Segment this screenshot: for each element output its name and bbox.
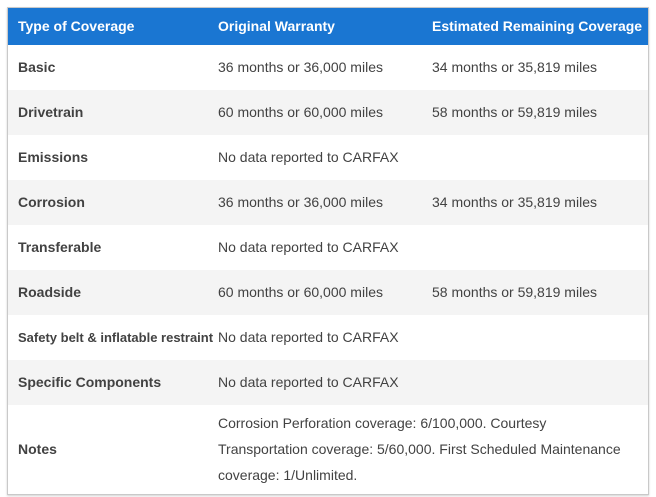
header-type-of-coverage: Type of Coverage xyxy=(8,8,208,45)
original-warranty-value: No data reported to CARFAX xyxy=(218,374,399,390)
coverage-type-label: Drivetrain xyxy=(18,104,84,120)
table-row: Specific Components No data reported to … xyxy=(8,360,648,405)
coverage-type-label: Corrosion xyxy=(18,194,85,210)
original-warranty-value: No data reported to CARFAX xyxy=(218,149,399,165)
warranty-table-container: Type of Coverage Original Warranty Estim… xyxy=(7,7,649,495)
remaining-coverage-value: 58 months or 59,819 miles xyxy=(432,104,597,120)
table-row: Roadside 60 months or 60,000 miles 58 mo… xyxy=(8,270,648,315)
coverage-type-label: Basic xyxy=(18,59,56,75)
original-warranty-value: Corrosion Perforation coverage: 6/100,00… xyxy=(218,415,621,483)
table-row: Safety belt & inflatable restraint No da… xyxy=(8,315,648,360)
coverage-type-label: Emissions xyxy=(18,149,89,165)
coverage-type-label: Notes xyxy=(18,440,57,457)
original-warranty-value: 60 months or 60,000 miles xyxy=(218,284,383,300)
original-warranty-value: 36 months or 36,000 miles xyxy=(218,194,383,210)
table-row: Emissions No data reported to CARFAX xyxy=(8,135,648,180)
remaining-coverage-value xyxy=(422,315,648,360)
warranty-table-body: Basic 36 months or 36,000 miles 34 month… xyxy=(8,45,648,494)
header-estimated-remaining-coverage: Estimated Remaining Coverage xyxy=(422,8,648,45)
original-warranty-value: No data reported to CARFAX xyxy=(218,329,399,345)
remaining-coverage-value: 34 months or 35,819 miles xyxy=(432,59,597,75)
coverage-type-label: Specific Components xyxy=(18,374,162,390)
original-warranty-value: No data reported to CARFAX xyxy=(218,239,399,255)
coverage-type-label: Safety belt & inflatable restraint xyxy=(18,330,214,345)
remaining-coverage-value xyxy=(422,225,648,270)
remaining-coverage-value: 34 months or 35,819 miles xyxy=(432,194,597,210)
header-original-warranty: Original Warranty xyxy=(208,8,422,45)
header-row: Type of Coverage Original Warranty Estim… xyxy=(8,8,648,45)
original-warranty-value: 36 months or 36,000 miles xyxy=(218,59,383,75)
warranty-table-header: Type of Coverage Original Warranty Estim… xyxy=(8,8,648,45)
remaining-coverage-value xyxy=(422,135,648,180)
table-row: Basic 36 months or 36,000 miles 34 month… xyxy=(8,45,648,90)
table-row: Transferable No data reported to CARFAX xyxy=(8,225,648,270)
coverage-type-label: Roadside xyxy=(18,284,82,300)
remaining-coverage-value xyxy=(422,360,648,405)
table-row: Drivetrain 60 months or 60,000 miles 58 … xyxy=(8,90,648,135)
table-row: Notes Corrosion Perforation coverage: 6/… xyxy=(8,405,648,494)
table-row: Corrosion 36 months or 36,000 miles 34 m… xyxy=(8,180,648,225)
warranty-table: Type of Coverage Original Warranty Estim… xyxy=(8,8,648,494)
original-warranty-value: 60 months or 60,000 miles xyxy=(218,104,383,120)
coverage-type-label: Transferable xyxy=(18,239,102,255)
remaining-coverage-value: 58 months or 59,819 miles xyxy=(432,284,597,300)
